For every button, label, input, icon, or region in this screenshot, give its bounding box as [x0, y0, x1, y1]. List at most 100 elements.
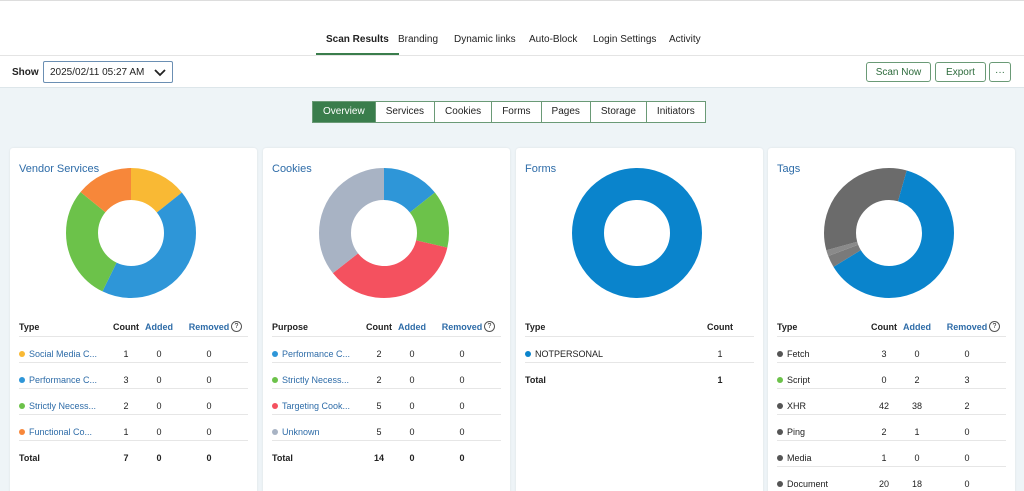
row-value: 0	[459, 349, 465, 359]
row-value: 0	[459, 453, 465, 463]
row-separator	[525, 362, 754, 363]
chevron	[154, 69, 166, 77]
more-button[interactable]: ···	[989, 62, 1011, 82]
row-value: 0	[409, 453, 415, 463]
top-nav: Scan Results Branding Dynamic links Auto-Bl…	[0, 0, 1024, 55]
row-value: 0	[964, 453, 970, 463]
row-value: 0	[964, 427, 970, 437]
row-label: Strictly Necess...	[29, 401, 97, 411]
row-value: 0	[156, 349, 162, 359]
row-label: Total	[19, 453, 40, 463]
column-header: Removed	[441, 322, 483, 332]
donut-chart	[824, 168, 954, 298]
donut-slice	[319, 168, 449, 298]
row-value: 42	[878, 401, 890, 411]
row-label: NOTPERSONAL	[535, 349, 604, 359]
top-tab[interactable]: Auto-Block	[529, 34, 578, 45]
date-value: 2025/02/11 05:27 AM	[50, 67, 145, 78]
row-value: 0	[156, 427, 162, 437]
row-separator	[19, 362, 248, 363]
legend-dot	[272, 429, 278, 435]
legend-dot	[19, 403, 25, 409]
sub-tab[interactable]: Initiators	[645, 101, 706, 123]
sub-tab[interactable]: Storage	[589, 101, 647, 123]
row-separator	[777, 466, 1006, 467]
row-value: 0	[156, 375, 162, 385]
legend-dot	[19, 377, 25, 383]
top-tab[interactable]: Dynamic links	[454, 34, 516, 45]
legend-dot	[19, 351, 25, 357]
card: Tags Type Count Added Removed? Fetch 3 0 0 Script…	[768, 148, 1015, 491]
top-tab[interactable]: Login Settings	[593, 34, 657, 45]
row-value: 0	[914, 453, 920, 463]
row-value: 1	[881, 453, 887, 463]
row-value: 0	[156, 453, 162, 463]
column-header: Added	[145, 322, 173, 332]
column-header: Count	[707, 322, 733, 332]
sub-tab[interactable]: Cookies	[434, 101, 493, 123]
column-header: Added	[398, 322, 426, 332]
column-header: Type	[777, 322, 798, 332]
legend-dot	[777, 455, 783, 461]
sub-tab[interactable]: Services	[374, 101, 436, 123]
legend-dot	[777, 481, 783, 487]
row-separator	[777, 362, 1006, 363]
row-value: 0	[206, 427, 212, 437]
row-value: 1	[914, 427, 920, 437]
row-separator	[272, 336, 501, 337]
row-separator	[777, 388, 1006, 389]
row-value: 0	[206, 349, 212, 359]
row-value: 2	[964, 401, 970, 411]
card-title: Cookies	[272, 163, 312, 175]
toolbar-button[interactable]: Scan Now	[866, 62, 931, 82]
donut-slice	[572, 168, 702, 298]
row-value: 7	[123, 453, 129, 463]
row-label: Total	[525, 375, 546, 385]
row-label: Document	[787, 479, 829, 489]
row-value: 2	[376, 375, 382, 385]
row-value: 0	[156, 401, 162, 411]
sub-tab[interactable]: Forms	[491, 101, 542, 123]
row-value: 2	[881, 427, 887, 437]
row-value: 0	[964, 349, 970, 359]
donut-chart	[572, 168, 702, 298]
row-label: XHR	[787, 401, 807, 411]
legend-dot	[777, 377, 783, 383]
column-header: Type	[525, 322, 546, 332]
row-separator	[272, 440, 501, 441]
active-underline	[316, 53, 399, 55]
row-separator	[777, 336, 1006, 337]
row-label: Script	[787, 375, 811, 385]
card-title: Tags	[777, 163, 801, 175]
donut-slice	[824, 168, 954, 298]
row-label: Media	[787, 453, 812, 463]
top-tab[interactable]: Activity	[669, 34, 701, 45]
donut-slice	[66, 168, 196, 298]
top-tab[interactable]: Branding	[398, 34, 439, 45]
legend-dot	[272, 351, 278, 357]
row-separator	[19, 388, 248, 389]
row-value: 5	[376, 401, 382, 411]
row-value: 0	[409, 349, 415, 359]
top-tab[interactable]: Scan Results	[326, 34, 389, 45]
row-value: 14	[373, 453, 385, 463]
card-title: Forms	[525, 163, 557, 175]
sub-tab[interactable]: Pages	[540, 101, 591, 123]
column-header: Count	[366, 322, 392, 332]
sub-tabs: Overview Services Cookies Forms Pages Storage…	[312, 101, 706, 123]
row-label: Performance C...	[282, 349, 351, 359]
sub-tab[interactable]: Overview	[312, 101, 376, 123]
row-value: 0	[409, 427, 415, 437]
donut-slice	[66, 168, 196, 298]
legend-dot	[19, 429, 25, 435]
row-value: 2	[123, 401, 129, 411]
row-value: 0	[206, 375, 212, 385]
row-value: 0	[206, 453, 212, 463]
toolbar-button[interactable]: Export	[935, 62, 986, 82]
donut-slice	[824, 168, 954, 298]
row-separator	[272, 362, 501, 363]
row-label: Targeting Cook...	[282, 401, 351, 411]
card: Cookies Purpose Count Added Removed? Performa…	[263, 148, 510, 491]
date-select[interactable]: 2025/02/11 05:27 AM	[43, 61, 173, 83]
column-header: Purpose	[272, 322, 309, 332]
